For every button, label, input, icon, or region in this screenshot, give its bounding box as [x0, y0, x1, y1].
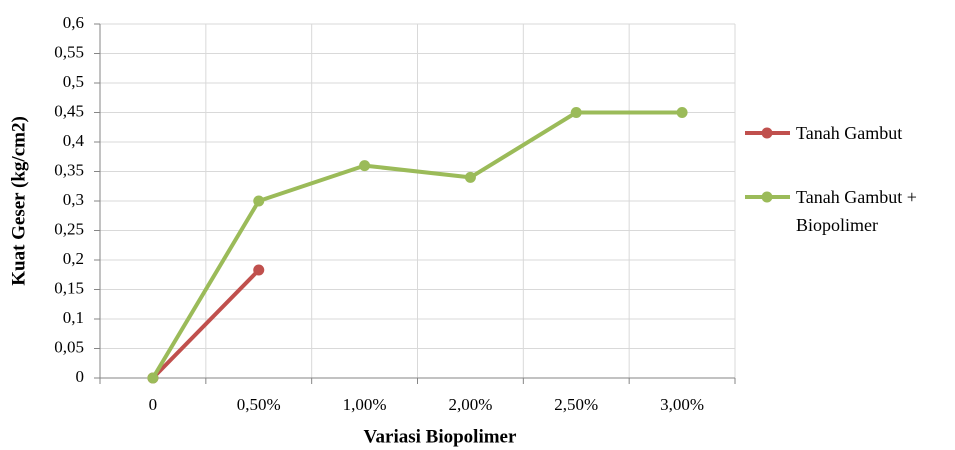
y-tick-label: 0,2: [63, 249, 84, 268]
y-tick-label: 0,05: [54, 337, 84, 356]
y-tick-label: 0,1: [63, 308, 84, 327]
y-tick-label: 0,45: [54, 101, 84, 120]
legend-marker: [761, 127, 773, 139]
marker: [676, 107, 688, 118]
legend-marker: [761, 191, 773, 203]
x-tick-label: 0: [149, 395, 158, 414]
series-line: [151, 268, 261, 380]
marker: [253, 264, 265, 276]
y-tick-label: 0,25: [54, 219, 84, 238]
marker: [570, 107, 582, 118]
y-tick-label: 0,6: [63, 13, 84, 32]
y-tick-label: 0,5: [63, 72, 84, 91]
x-tick-label: 1,00%: [343, 395, 387, 414]
marker: [464, 171, 476, 183]
y-tick-label: 0,15: [54, 278, 84, 297]
legend-label: Tanah Gambut: [796, 123, 903, 143]
y-tick-label: 0,55: [54, 42, 84, 61]
x-axis-label: Variasi Biopolimer: [364, 426, 517, 447]
y-tick-label: 0: [76, 367, 85, 386]
x-tick-label: 2,50%: [554, 395, 598, 414]
x-tick-label: 2,00%: [448, 395, 492, 414]
y-axis-label: Kuat Geser (kg/cm2): [8, 116, 29, 286]
x-tick-label: 3,00%: [660, 395, 704, 414]
marker: [147, 372, 159, 384]
y-tick-label: 0,35: [54, 160, 84, 179]
y-tick-label: 0,3: [63, 190, 84, 209]
x-tick-label: 0,50%: [237, 395, 281, 414]
y-tick-label: 0,4: [63, 131, 85, 150]
legend-label: Tanah Gambut + Biopolimer: [796, 187, 917, 235]
series-line: [151, 110, 683, 380]
marker: [253, 195, 265, 207]
marker: [359, 160, 371, 172]
